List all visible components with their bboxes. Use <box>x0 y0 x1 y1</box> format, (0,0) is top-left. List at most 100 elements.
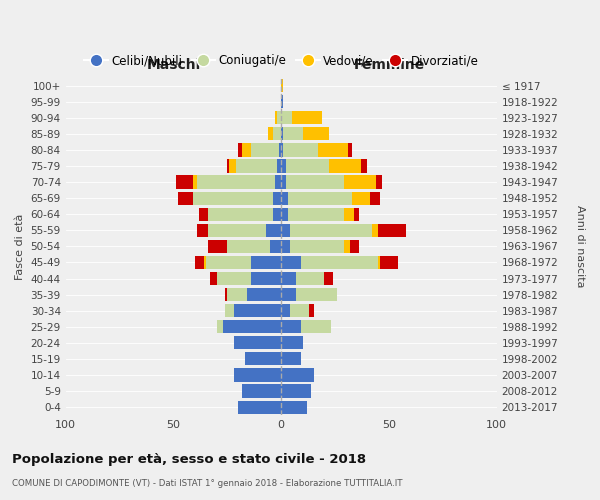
Bar <box>225 288 227 301</box>
Bar <box>329 160 361 172</box>
Bar <box>325 272 333 285</box>
Bar <box>281 208 287 221</box>
Bar <box>296 272 325 285</box>
Bar <box>242 144 251 156</box>
Bar <box>281 272 296 285</box>
Bar <box>178 192 193 204</box>
Bar <box>208 240 227 253</box>
Bar <box>290 304 309 318</box>
Bar <box>247 288 281 301</box>
Legend: Celibi/Nubili, Coniugati/e, Vedovi/e, Divorziati/e: Celibi/Nubili, Coniugati/e, Vedovi/e, Di… <box>79 50 483 72</box>
Bar <box>251 144 279 156</box>
Bar <box>281 288 296 301</box>
Bar <box>309 304 314 318</box>
Bar <box>301 256 378 269</box>
Bar <box>242 384 281 398</box>
Bar <box>370 192 380 204</box>
Bar <box>279 144 281 156</box>
Bar <box>275 111 277 124</box>
Y-axis label: Anni di nascita: Anni di nascita <box>575 205 585 288</box>
Bar <box>303 128 329 140</box>
Bar <box>272 208 281 221</box>
Bar <box>286 176 344 188</box>
Bar <box>281 400 307 413</box>
Bar <box>238 400 281 413</box>
Bar <box>281 368 314 382</box>
Bar <box>229 160 236 172</box>
Bar <box>197 176 275 188</box>
Bar <box>287 192 352 204</box>
Bar <box>193 176 197 188</box>
Bar <box>361 160 367 172</box>
Bar <box>275 176 281 188</box>
Bar <box>266 224 281 237</box>
Text: COMUNE DI CAPODIMONTE (VT) - Dati ISTAT 1° gennaio 2018 - Elaborazione TUTTITALI: COMUNE DI CAPODIMONTE (VT) - Dati ISTAT … <box>12 479 403 488</box>
Bar <box>281 256 301 269</box>
Bar <box>348 144 352 156</box>
Bar <box>281 176 286 188</box>
Text: Maschi: Maschi <box>146 58 200 72</box>
Bar <box>281 160 286 172</box>
Bar <box>210 272 217 285</box>
Bar <box>227 288 247 301</box>
Text: Popolazione per età, sesso e stato civile - 2018: Popolazione per età, sesso e stato civil… <box>12 452 366 466</box>
Bar <box>197 224 208 237</box>
Bar <box>281 352 301 366</box>
Bar <box>281 111 292 124</box>
Bar <box>234 336 281 349</box>
Bar <box>286 160 329 172</box>
Bar <box>318 144 348 156</box>
Bar <box>281 79 283 92</box>
Bar <box>281 320 301 334</box>
Bar <box>272 192 281 204</box>
Bar <box>344 240 350 253</box>
Bar <box>281 304 290 318</box>
Bar <box>281 224 290 237</box>
Bar <box>271 240 281 253</box>
Bar <box>344 208 355 221</box>
Y-axis label: Fasce di età: Fasce di età <box>15 213 25 280</box>
Bar <box>203 256 206 269</box>
Bar <box>234 368 281 382</box>
Bar <box>378 224 406 237</box>
Bar <box>296 288 337 301</box>
Bar <box>344 176 376 188</box>
Bar <box>251 272 281 285</box>
Bar <box>355 208 359 221</box>
Bar <box>290 240 344 253</box>
Bar <box>268 128 272 140</box>
Bar <box>376 176 382 188</box>
Bar <box>378 256 380 269</box>
Bar <box>281 95 283 108</box>
Bar <box>277 160 281 172</box>
Bar <box>277 111 281 124</box>
Bar <box>245 352 281 366</box>
Bar <box>301 320 331 334</box>
Bar <box>281 128 283 140</box>
Bar <box>380 256 398 269</box>
Bar <box>372 224 378 237</box>
Bar <box>281 192 287 204</box>
Bar <box>287 208 344 221</box>
Bar <box>238 144 242 156</box>
Text: Femmine: Femmine <box>353 58 425 72</box>
Bar <box>176 176 193 188</box>
Bar <box>283 144 318 156</box>
Bar <box>208 208 272 221</box>
Bar <box>352 192 370 204</box>
Bar <box>292 111 322 124</box>
Bar <box>223 320 281 334</box>
Bar <box>251 256 281 269</box>
Bar <box>350 240 359 253</box>
Bar <box>272 128 281 140</box>
Bar <box>281 384 311 398</box>
Bar <box>234 304 281 318</box>
Bar <box>217 272 251 285</box>
Bar <box>206 256 251 269</box>
Bar <box>208 224 266 237</box>
Bar <box>193 192 272 204</box>
Bar <box>281 240 290 253</box>
Bar <box>236 160 277 172</box>
Bar <box>281 144 283 156</box>
Bar <box>227 160 229 172</box>
